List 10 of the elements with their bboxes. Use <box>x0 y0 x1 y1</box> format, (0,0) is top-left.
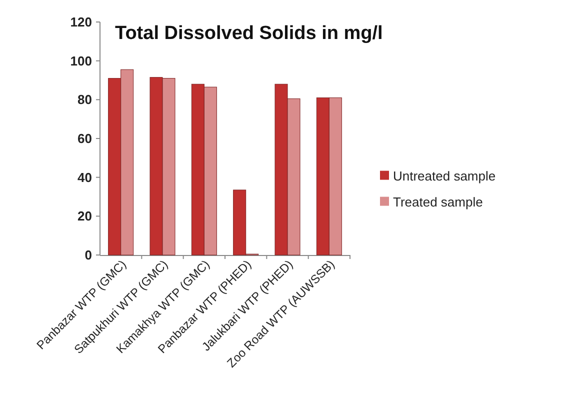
legend-label: Treated sample <box>393 194 483 210</box>
y-tick-label: 20 <box>78 208 92 224</box>
y-tick-label: 100 <box>70 53 92 68</box>
y-tick-label: 60 <box>78 131 92 146</box>
y-tick-label: 40 <box>78 170 92 185</box>
legend-label: Untreated sample <box>393 168 496 184</box>
y-tick-label: 80 <box>78 92 92 108</box>
chart-title: Total Dissolved Solids in mg/l <box>115 23 383 44</box>
y-tick-label: 0 <box>84 248 92 263</box>
y-tick-label: 120 <box>70 14 92 30</box>
